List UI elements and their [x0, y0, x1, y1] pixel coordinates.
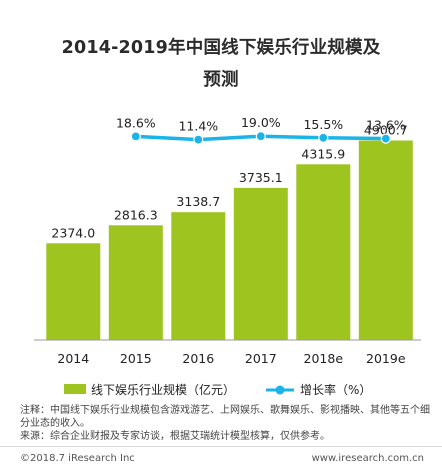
growth-point-2018e	[318, 132, 329, 143]
legend: 线下娱乐行业规模（亿元） 增长率（%）	[64, 382, 371, 397]
legend-bar-label: 线下娱乐行业规模（亿元）	[91, 382, 235, 397]
bar-value-label: 3735.1	[239, 170, 283, 185]
bar-value-label: 3138.7	[176, 194, 220, 209]
bar-value-label: 2816.3	[114, 207, 158, 222]
x-tick-label: 2019e	[366, 351, 406, 366]
growth-value-label: 18.6%	[116, 115, 156, 130]
footer-divider	[0, 446, 442, 447]
bars-layer	[46, 140, 413, 340]
bar-2015	[108, 225, 163, 340]
chart-title-line-1: 2014-2019年中国线下娱乐行业规模及	[61, 38, 381, 58]
bar-value-label: 4900.7	[364, 123, 408, 138]
growth-value-label: 19.0%	[241, 115, 281, 130]
bar-labels-layer: 2374.0 2816.3 3138.7 3735.1 4315.9 4900.7	[51, 123, 407, 241]
footer-copyright: ©2018.7 iResearch Inc	[20, 453, 135, 464]
growth-value-label: 13.6%	[366, 118, 406, 133]
bar-2016	[171, 212, 226, 340]
growth-point-2016	[193, 134, 204, 145]
x-axis: 2014 2015 2016 2017 2018e 2019e	[34, 339, 421, 366]
x-tick-label: 2017	[245, 351, 277, 366]
growth-line-layer: 18.6% 11.4% 19.0% 15.5% 13.6%	[116, 115, 406, 145]
chart-source: 来源：综合企业财报及专家访谈，根据艾瑞统计模型核算，仅供参考。	[20, 431, 330, 442]
chart-note: 注释：中国线下娱乐行业规模包含游戏游艺、上网娱乐、歌舞娱乐、影视播映、其他等五个…	[20, 405, 430, 429]
growth-value-label: 15.5%	[303, 117, 343, 132]
bar-2014	[46, 243, 101, 340]
growth-value-label: 11.4%	[178, 119, 218, 134]
x-tick-label: 2014	[57, 351, 89, 366]
chart-title-line-2: 预测	[203, 70, 239, 90]
legend-bar-swatch	[64, 384, 86, 394]
growth-point-2019e	[380, 133, 391, 144]
x-tick-label: 2016	[182, 351, 214, 366]
x-tick-label: 2018e	[304, 351, 344, 366]
legend-line-label: 增长率（%）	[300, 382, 371, 397]
footer-website: www.iresearch.com.cn	[311, 453, 424, 464]
bar-value-label: 4315.9	[301, 146, 345, 161]
bar-2017	[233, 187, 288, 340]
bar-2018e	[296, 164, 351, 340]
bar-2019e	[358, 140, 413, 340]
x-tick-label: 2015	[120, 351, 152, 366]
bar-value-label: 2374.0	[51, 225, 95, 240]
growth-point-2015	[130, 131, 141, 142]
growth-point-2017	[255, 131, 266, 142]
legend-line-marker	[275, 385, 285, 395]
